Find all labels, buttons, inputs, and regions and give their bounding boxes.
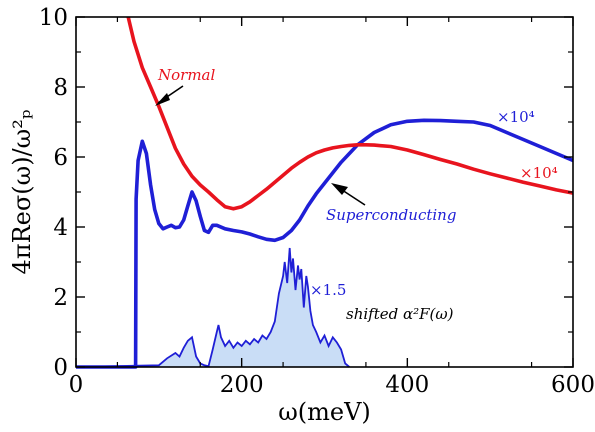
ticks-layer: 0 200 400 600 0 2 4 6 8 10 [39, 5, 595, 398]
superconducting-multiplier-label: ×10⁴ [497, 108, 535, 126]
y-tick-label: 4 [53, 215, 68, 241]
y-tick-label: 0 [53, 355, 68, 381]
y-tick-label: 2 [53, 285, 68, 311]
x-tick-label: 400 [385, 372, 429, 398]
x-axis-label: ω(meV) [278, 398, 371, 426]
series-layer [75, 16, 574, 369]
normal-line [126, 16, 574, 211]
a2f-label: shifted α²F(ω) [346, 305, 454, 323]
superconducting-arrowhead [331, 183, 348, 195]
x-tick-label: 0 [69, 372, 84, 398]
a2f-line [75, 247, 350, 368]
normal-label: Normal [157, 66, 215, 84]
y-axis-label: 4πReσ(ω)/ω²ₚ [8, 110, 36, 275]
a2f-area [76, 248, 350, 367]
superconducting-line [76, 118, 574, 369]
x-tick-label: 200 [220, 372, 264, 398]
superconducting-label: Superconducting [326, 206, 456, 224]
normal-multiplier-label: ×10⁴ [520, 164, 558, 182]
x-tick-label: 600 [551, 372, 595, 398]
normal-arrowhead [155, 93, 170, 106]
y-tick-label: 6 [53, 145, 68, 171]
y-tick-label: 8 [53, 75, 68, 101]
a2f-multiplier-label: ×1.5 [310, 281, 346, 299]
y-tick-label: 10 [39, 5, 68, 31]
annotation-arrows [155, 85, 366, 206]
